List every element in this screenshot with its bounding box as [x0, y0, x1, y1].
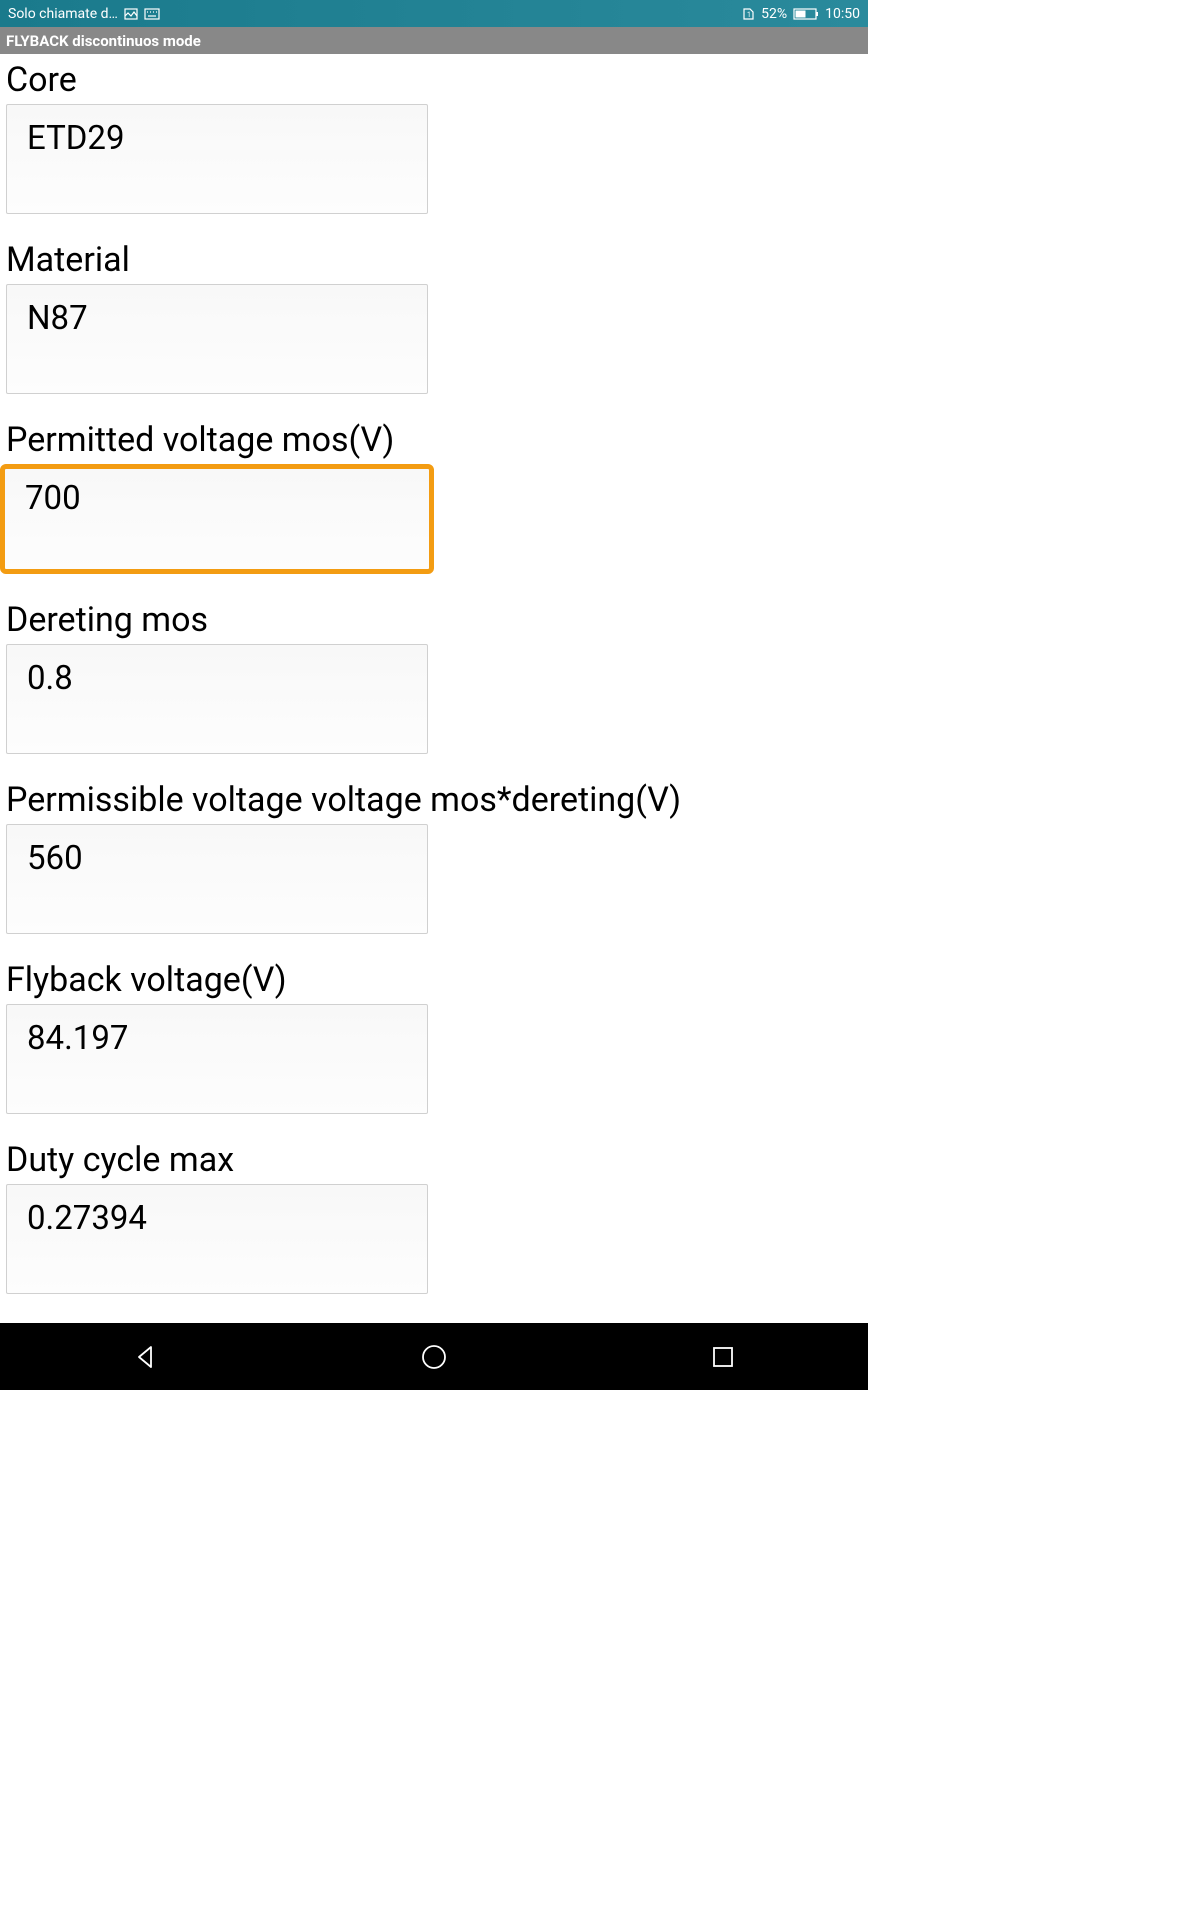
permissible-voltage-input[interactable]: 560 [6, 824, 428, 934]
app-title-bar: FLYBACK discontinuos mode [0, 27, 868, 54]
network-status-text: Solo chiamate d… [8, 6, 118, 22]
form-content: Core ETD29 Material N87 Permitted voltag… [0, 54, 868, 1294]
permitted-voltage-label: Permitted voltage mos(V) [0, 414, 868, 464]
keyboard-icon [144, 8, 160, 20]
dereting-input[interactable]: 0.8 [6, 644, 428, 754]
permissible-voltage-label: Permissible voltage voltage mos*dereting… [0, 774, 868, 824]
permissible-voltage-field-group: Permissible voltage voltage mos*dereting… [0, 774, 868, 934]
material-input[interactable]: N87 [6, 284, 428, 394]
status-bar-left: Solo chiamate d… [8, 6, 160, 22]
flyback-voltage-input[interactable]: 84.197 [6, 1004, 428, 1114]
app-title-text: FLYBACK discontinuos mode [6, 32, 201, 50]
duty-cycle-value: 0.27394 [27, 1199, 147, 1238]
dereting-label: Dereting mos [0, 594, 868, 644]
dereting-value: 0.8 [27, 659, 73, 698]
duty-cycle-input[interactable]: 0.27394 [6, 1184, 428, 1294]
material-field-group: Material N87 [0, 234, 868, 394]
material-label: Material [0, 234, 868, 284]
home-button[interactable] [416, 1339, 452, 1375]
permitted-voltage-field-group: Permitted voltage mos(V) 700 [0, 414, 868, 574]
core-value: ETD29 [27, 119, 125, 158]
permissible-voltage-value: 560 [27, 839, 83, 878]
core-field-group: Core ETD29 [0, 54, 868, 214]
recent-apps-button[interactable] [705, 1339, 741, 1375]
flyback-voltage-label: Flyback voltage(V) [0, 954, 868, 1004]
navigation-bar [0, 1323, 868, 1390]
core-input[interactable]: ETD29 [6, 104, 428, 214]
clock-text: 10:50 [825, 6, 860, 22]
back-button[interactable] [127, 1339, 163, 1375]
flyback-voltage-value: 84.197 [27, 1019, 128, 1058]
battery-percent-text: 52% [761, 6, 787, 22]
core-label: Core [0, 54, 868, 104]
image-icon [124, 7, 138, 21]
duty-cycle-label: Duty cycle max [0, 1134, 868, 1184]
status-bar-right: 1 52% 10:50 [741, 6, 860, 22]
status-bar: Solo chiamate d… 1 52% [0, 0, 868, 27]
material-value: N87 [27, 299, 88, 338]
flyback-voltage-field-group: Flyback voltage(V) 84.197 [0, 954, 868, 1114]
svg-text:1: 1 [747, 11, 751, 19]
battery-icon [793, 7, 819, 21]
permitted-voltage-value: 700 [25, 479, 81, 518]
dereting-field-group: Dereting mos 0.8 [0, 594, 868, 754]
sim-icon: 1 [741, 7, 755, 21]
duty-cycle-field-group: Duty cycle max 0.27394 [0, 1134, 868, 1294]
permitted-voltage-input[interactable]: 700 [0, 464, 434, 574]
